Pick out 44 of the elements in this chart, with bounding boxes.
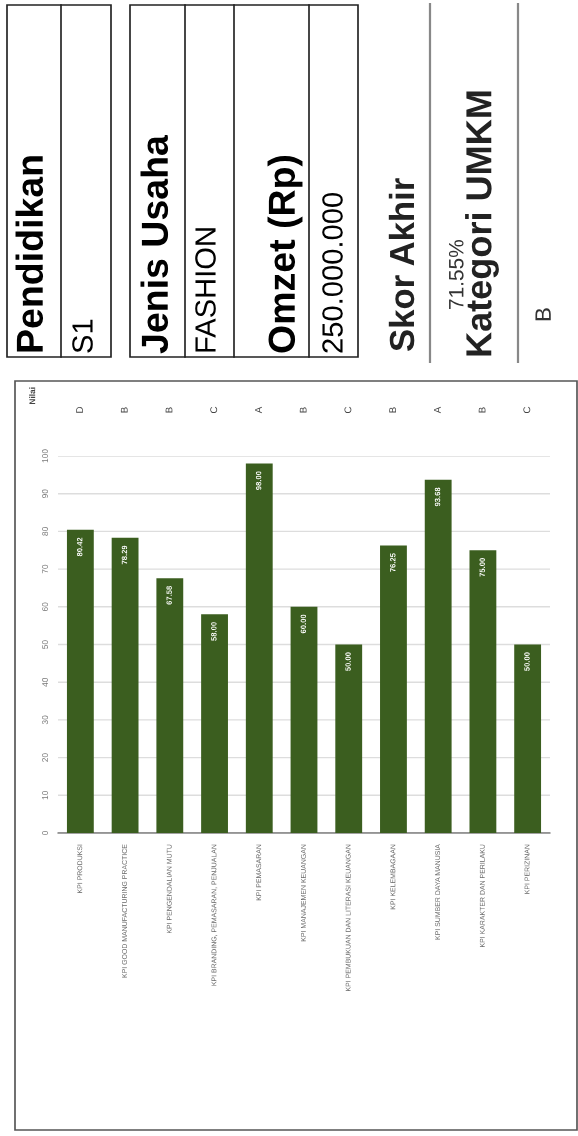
text: Jenis Usaha: [140, 134, 169, 354]
text: S1: [72, 319, 93, 353]
bar: [201, 614, 228, 833]
text: C: [523, 406, 531, 414]
bar: [380, 545, 407, 833]
text: Kategori UMKM: [465, 91, 499, 356]
bar: [335, 644, 363, 833]
text: Nilai: [29, 387, 36, 405]
text: B: [120, 407, 128, 413]
text: Pendidikan: [15, 156, 44, 352]
text: B: [478, 407, 486, 413]
bar: [290, 606, 318, 833]
bar: [245, 463, 273, 833]
y-tick-label: 100: [42, 449, 49, 463]
text: Omzet (Rp): [267, 155, 303, 353]
bar: [514, 644, 542, 833]
y-tick-label: 70: [42, 564, 49, 574]
y-tick-label: 50: [42, 640, 49, 649]
y-tick-label: 90: [42, 489, 49, 498]
y-tick-label: 80: [42, 527, 49, 536]
text: C: [210, 406, 218, 414]
text: D: [76, 406, 83, 413]
text: A: [434, 406, 441, 414]
bar: [111, 537, 139, 833]
text: B: [389, 407, 396, 413]
y-tick-label: 30: [42, 715, 49, 725]
text: 71.55%: [448, 240, 464, 309]
text: FASHION: [195, 228, 216, 352]
y-tick-label: 40: [42, 677, 49, 687]
bar: [469, 550, 497, 833]
y-tick-label: 0: [42, 831, 49, 835]
text: B: [535, 308, 551, 321]
bar: [424, 479, 452, 833]
text: B: [299, 407, 307, 413]
bar: [66, 529, 94, 833]
y-tick-label: 20: [42, 753, 49, 762]
text: Skor Akhir: [388, 178, 415, 351]
text: C: [344, 406, 352, 414]
text: 250.000.000: [322, 192, 343, 353]
text: A: [255, 406, 262, 414]
y-tick-label: 10: [42, 790, 49, 800]
text: B: [165, 407, 173, 413]
y-tick-label: 60: [42, 602, 49, 612]
bar: [156, 578, 184, 833]
